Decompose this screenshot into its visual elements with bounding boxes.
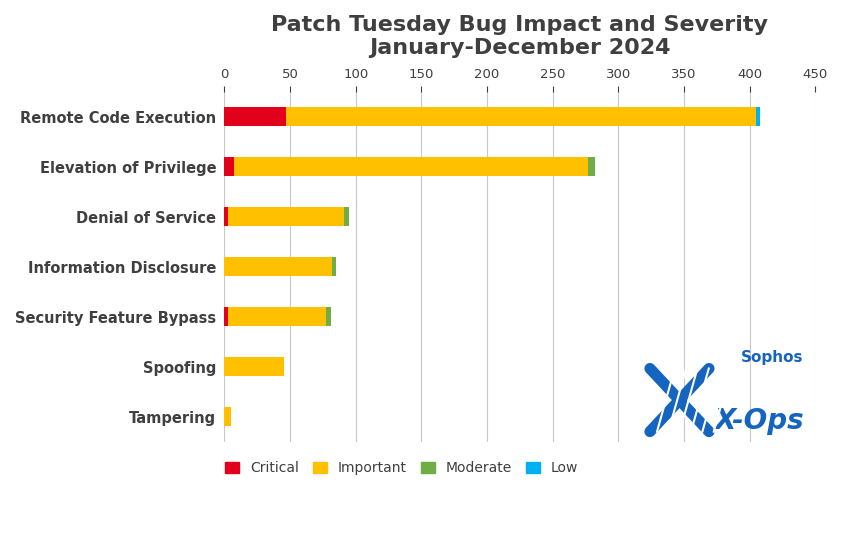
Title: Patch Tuesday Bug Impact and Severity
January-December 2024: Patch Tuesday Bug Impact and Severity Ja… — [271, 15, 769, 58]
Bar — [224, 358, 283, 376]
Legend: Critical, Important, Moderate, Low: Critical, Important, Moderate, Low — [219, 456, 584, 481]
Bar — [344, 207, 349, 226]
Bar — [332, 257, 336, 277]
Bar — [234, 158, 588, 176]
Bar — [228, 307, 325, 326]
Bar — [224, 107, 286, 126]
Text: Sophos: Sophos — [741, 350, 803, 365]
Bar — [224, 257, 332, 277]
Text: X-Ops: X-Ops — [714, 407, 803, 435]
Bar — [228, 207, 344, 226]
Bar — [286, 107, 756, 126]
Bar — [224, 307, 228, 326]
Bar — [224, 207, 228, 226]
Bar — [224, 407, 231, 426]
Bar — [224, 158, 234, 176]
Bar — [325, 307, 330, 326]
Bar — [588, 158, 595, 176]
Bar — [756, 107, 760, 126]
